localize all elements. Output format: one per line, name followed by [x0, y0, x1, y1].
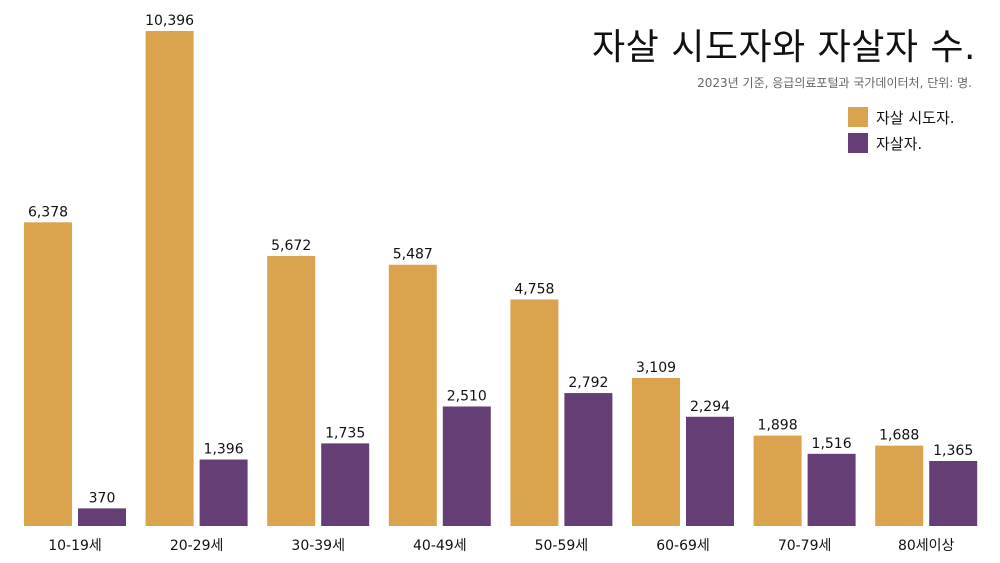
- legend-swatch-attempts: [848, 107, 868, 127]
- legend-swatch-deaths: [848, 133, 868, 153]
- data-label-deaths-3: 1,735: [325, 425, 365, 441]
- bar-attempts-2: [145, 31, 194, 526]
- bar-attempts-8: [875, 445, 924, 526]
- bar-attempts-3: [267, 255, 316, 527]
- data-label-attempts-7: 1,898: [758, 418, 798, 434]
- data-label-attempts-1: 6,378: [28, 204, 68, 220]
- legend-label-attempts: 자살 시도자.: [876, 108, 955, 127]
- bar-deaths-4: [442, 406, 491, 526]
- bar-deaths-6: [686, 416, 734, 526]
- bar-attempts-4: [388, 264, 437, 526]
- bar-deaths-2: [199, 459, 248, 526]
- category-label-6: 60-69세: [656, 538, 710, 554]
- bar-attempts-5: [510, 299, 559, 526]
- data-label-deaths-1: 370: [89, 490, 116, 506]
- category-label-4: 40-49세: [413, 538, 467, 554]
- legend-item-deaths: 자살자.: [848, 130, 955, 156]
- data-label-deaths-2: 1,396: [204, 442, 244, 458]
- data-label-attempts-5: 4,758: [514, 281, 554, 297]
- category-label-5: 50-59세: [535, 538, 589, 554]
- data-label-attempts-8: 1,688: [879, 428, 919, 444]
- legend-label-deaths: 자살자.: [876, 134, 923, 153]
- data-label-attempts-6: 3,109: [636, 360, 676, 376]
- legend-item-attempts: 자살 시도자.: [848, 104, 955, 130]
- category-label-3: 30-39세: [291, 538, 345, 554]
- data-label-attempts-2: 10,396: [145, 13, 194, 29]
- data-label-attempts-3: 5,672: [271, 238, 311, 254]
- chart-title: 자살 시도자와 자살자 수.: [592, 27, 976, 68]
- category-label-7: 70-79세: [778, 538, 832, 554]
- data-label-deaths-7: 1,516: [812, 436, 852, 452]
- category-label-2: 20-29세: [170, 538, 224, 554]
- bar-attempts-7: [753, 435, 802, 526]
- category-label-8: 80세이상: [898, 538, 955, 554]
- bar-deaths-5: [564, 393, 613, 526]
- legend: 자살 시도자. 자살자.: [848, 104, 955, 156]
- bar-deaths-7: [807, 453, 856, 526]
- category-label-1: 10-19세: [48, 538, 102, 554]
- bar-attempts-6: [632, 377, 680, 526]
- bar-deaths-8: [929, 461, 978, 526]
- data-label-deaths-5: 2,792: [568, 375, 608, 391]
- data-label-deaths-8: 1,365: [933, 443, 973, 459]
- data-label-deaths-4: 2,510: [447, 388, 487, 404]
- data-label-attempts-4: 5,487: [393, 247, 433, 263]
- bar-deaths-1: [78, 508, 126, 526]
- chart-subtitle: 2023년 기준, 응급의료포털과 국가데이터처, 단위: 명.: [697, 76, 972, 90]
- bar-attempts-1: [24, 222, 72, 526]
- bar-deaths-3: [321, 443, 370, 526]
- data-label-deaths-6: 2,294: [690, 399, 730, 415]
